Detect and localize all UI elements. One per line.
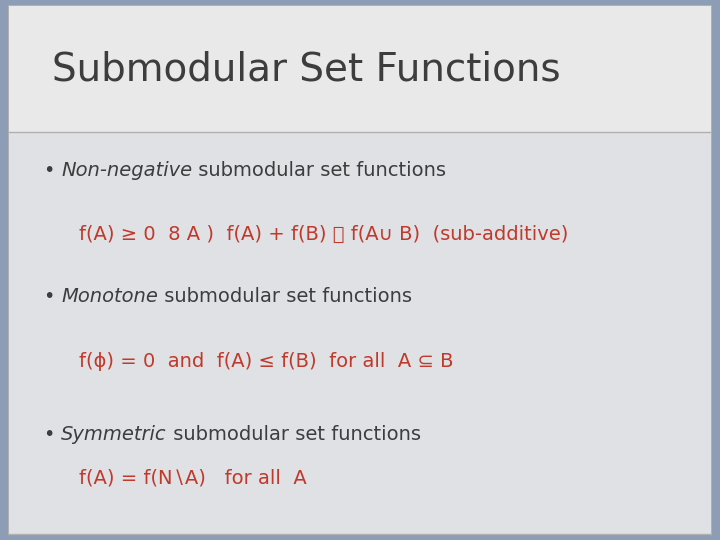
Text: •: • — [43, 287, 55, 307]
Text: Monotone: Monotone — [61, 287, 158, 307]
FancyBboxPatch shape — [9, 132, 711, 534]
Text: •: • — [43, 425, 55, 444]
Text: submodular set functions: submodular set functions — [167, 425, 420, 444]
Text: f(A) ≥ 0  8 A )  f(A) + f(B) ， f(A∪ B)  (sub-additive): f(A) ≥ 0 8 A ) f(A) + f(B) ， f(A∪ B) (su… — [79, 225, 569, 245]
Text: Non-negative: Non-negative — [61, 160, 192, 180]
FancyBboxPatch shape — [9, 6, 711, 534]
Text: submodular set functions: submodular set functions — [158, 287, 412, 307]
Text: f(ϕ) = 0  and  f(A) ≤ f(B)  for all  A ⊆ B: f(ϕ) = 0 and f(A) ≤ f(B) for all A ⊆ B — [79, 352, 454, 372]
Text: f(A) = f(N∖A)   for all  A: f(A) = f(N∖A) for all A — [79, 468, 307, 488]
Text: submodular set functions: submodular set functions — [192, 160, 446, 180]
Text: •: • — [43, 160, 55, 180]
Text: Symmetric: Symmetric — [61, 425, 167, 444]
FancyBboxPatch shape — [9, 6, 711, 132]
Text: Submodular Set Functions: Submodular Set Functions — [52, 50, 560, 89]
